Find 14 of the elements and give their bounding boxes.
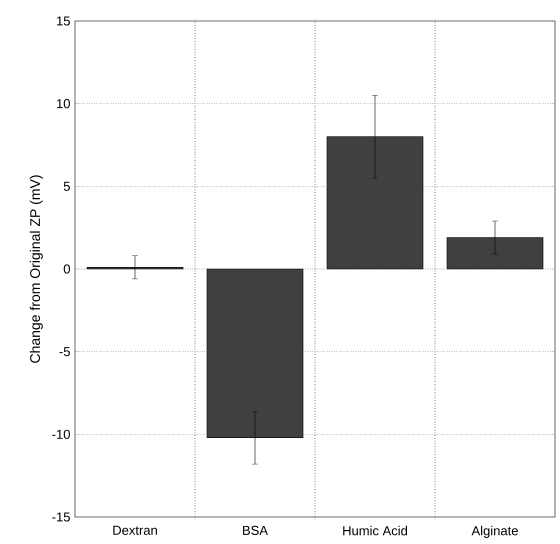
- y-tick-label: 15: [56, 16, 70, 26]
- y-axis-title: Change from Original ZP (mV): [30, 175, 43, 363]
- bar: [446, 237, 544, 270]
- y-tick-label: 10: [56, 99, 70, 108]
- bar: [326, 136, 424, 270]
- x-tick-label: BSA: [243, 526, 268, 536]
- y-tick-label: 0: [64, 264, 70, 274]
- x-tick-label: Alginate: [472, 526, 518, 538]
- y-tick-label: -15: [52, 512, 70, 522]
- x-tick-label: Humic Acid: [343, 526, 408, 536]
- y-tick-label: -10: [52, 430, 70, 439]
- y-tick-label: -5: [59, 347, 70, 356]
- y-tick-label: 5: [64, 182, 70, 191]
- x-tick-label: Dextran: [113, 526, 157, 535]
